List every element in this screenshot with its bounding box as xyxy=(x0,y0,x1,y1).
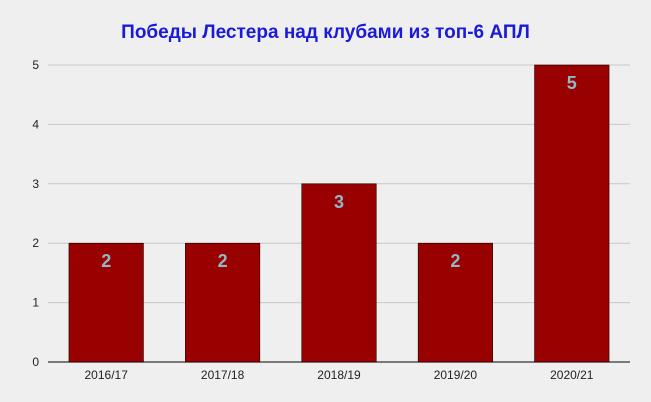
y-tick-label: 2 xyxy=(32,236,39,250)
bars xyxy=(68,64,610,363)
bar xyxy=(417,242,493,363)
y-tick-label: 1 xyxy=(32,296,39,310)
data-label: 5 xyxy=(567,73,577,93)
y-tick-label: 5 xyxy=(32,58,39,72)
bar xyxy=(185,242,261,363)
data-label: 2 xyxy=(450,251,460,271)
data-labels: 2 2 3 2 5 xyxy=(101,73,577,271)
y-tick-label: 4 xyxy=(32,117,39,131)
y-axis-ticks: 0 1 2 3 4 5 xyxy=(32,58,39,369)
x-tick-label: 2020/21 xyxy=(550,368,594,382)
x-tick-label: 2017/18 xyxy=(201,368,245,382)
data-label: 2 xyxy=(101,251,111,271)
x-tick-label: 2016/17 xyxy=(85,368,129,382)
data-label: 2 xyxy=(218,251,228,271)
bar xyxy=(68,242,144,363)
x-tick-label: 2019/20 xyxy=(434,368,478,382)
chart-title: Победы Лестера над клубами из топ-6 АПЛ xyxy=(121,22,530,43)
bar xyxy=(534,64,610,363)
x-axis-ticks: 2016/17 2017/18 2018/19 2019/20 2020/21 xyxy=(85,368,594,382)
bar xyxy=(301,183,377,363)
y-tick-label: 0 xyxy=(32,355,39,369)
x-tick-label: 2018/19 xyxy=(317,368,361,382)
data-label: 3 xyxy=(334,192,344,212)
y-tick-label: 3 xyxy=(32,177,39,191)
